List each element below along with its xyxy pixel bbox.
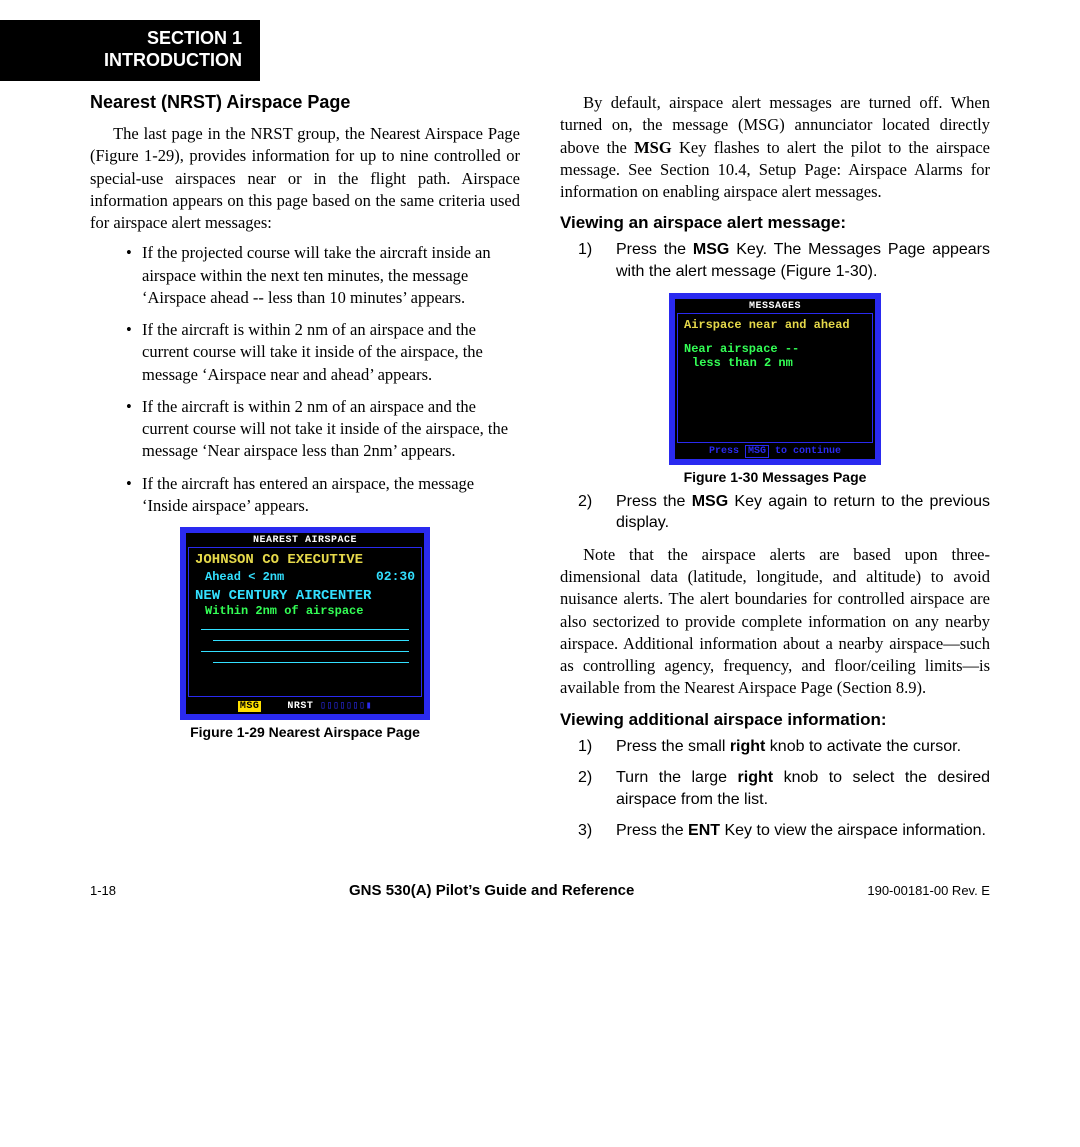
separator [201, 651, 409, 652]
airspace-criteria-list: If the projected course will take the ai… [90, 242, 520, 517]
gps-screen-messages: MESSAGES Airspace near and ahead Near ai… [669, 293, 881, 465]
procedure-heading: Viewing additional airspace information: [560, 710, 990, 730]
nrst-label: NRST [287, 701, 313, 712]
left-subhead: Nearest (NRST) Airspace Page [90, 92, 520, 113]
separator [213, 662, 409, 663]
right-knob: right [738, 769, 774, 786]
list-item: If the aircraft has entered an airspace,… [90, 473, 520, 518]
section-line1: SECTION 1 [18, 28, 242, 50]
right-column: By default, airspace alert messages are … [560, 92, 990, 852]
step: Press the small right knob to activate t… [560, 736, 990, 758]
airspace-row-sub: Ahead < 2nm 02:30 [195, 569, 415, 585]
procedure-1-steps-cont: Press the MSG Key again to return to the… [560, 491, 990, 534]
figure-1-29: NEAREST AIRSPACE JOHNSON CO EXECUTIVE Ah… [90, 527, 520, 740]
page-bars: ▯▯▯▯▯▯▯▮ [320, 701, 372, 712]
procedure-1-steps: Press the MSG Key. The Messages Page app… [560, 239, 990, 282]
figure-1-30: MESSAGES Airspace near and ahead Near ai… [560, 293, 990, 485]
list-item: If the projected course will take the ai… [90, 242, 520, 309]
separator [201, 629, 409, 630]
gps-body: Airspace near and ahead Near airspace --… [677, 313, 873, 443]
msg-key: MSG [634, 138, 672, 157]
step: Press the MSG Key again to return to the… [560, 491, 990, 534]
msg-key: MSG [693, 241, 729, 258]
gps-bottom-bar: Press MSG to continue [675, 445, 875, 459]
right-para2: Note that the airspace alerts are based … [560, 544, 990, 700]
message-line: Airspace near and ahead [684, 318, 866, 332]
message-line: Near airspace -- [684, 342, 866, 356]
step: Press the MSG Key. The Messages Page app… [560, 239, 990, 282]
figure-caption: Figure 1-29 Nearest Airspace Page [90, 724, 520, 740]
document-page: SECTION 1 INTRODUCTION Nearest (NRST) Ai… [0, 0, 1080, 929]
procedure-2-steps: Press the small right knob to activate t… [560, 736, 990, 842]
procedure-heading: Viewing an airspace alert message: [560, 213, 990, 233]
right-knob: right [730, 738, 766, 755]
left-column: Nearest (NRST) Airspace Page The last pa… [90, 92, 520, 852]
msg-key-box: MSG [745, 445, 769, 458]
doc-revision: 190-00181-00 Rev. E [867, 883, 990, 898]
gps-title: NEAREST AIRSPACE [186, 533, 424, 547]
step: Press the ENT Key to view the airspace i… [560, 820, 990, 842]
gps-screen-nearest-airspace: NEAREST AIRSPACE JOHNSON CO EXECUTIVE Ah… [180, 527, 430, 720]
gps-bottom-bar: MSG NRST ▯▯▯▯▯▯▯▮ [186, 699, 424, 714]
gps-body: JOHNSON CO EXECUTIVE Ahead < 2nm 02:30 N… [188, 547, 422, 697]
page-footer: 1-18 GNS 530(A) Pilot’s Guide and Refere… [90, 882, 990, 899]
airspace-row-sub: Within 2nm of airspace [195, 604, 415, 618]
figure-caption: Figure 1-30 Messages Page [560, 469, 990, 485]
right-intro: By default, airspace alert messages are … [560, 92, 990, 203]
section-header: SECTION 1 INTRODUCTION [0, 20, 260, 81]
doc-title: GNS 530(A) Pilot’s Guide and Reference [349, 882, 634, 899]
two-column-layout: Nearest (NRST) Airspace Page The last pa… [90, 92, 990, 852]
page-number: 1-18 [90, 883, 116, 898]
section-line2: INTRODUCTION [18, 50, 242, 72]
step: Turn the large right knob to select the … [560, 767, 990, 810]
ent-key: ENT [688, 822, 720, 839]
separator [213, 640, 409, 641]
list-item: If the aircraft is within 2 nm of an air… [90, 396, 520, 463]
gps-title: MESSAGES [675, 299, 875, 313]
airspace-row-name: NEW CENTURY AIRCENTER [195, 588, 415, 605]
left-intro: The last page in the NRST group, the Nea… [90, 123, 520, 234]
msg-key: MSG [692, 493, 728, 510]
msg-annunciator: MSG [238, 701, 262, 712]
list-item: If the aircraft is within 2 nm of an air… [90, 319, 520, 386]
airspace-row-name: JOHNSON CO EXECUTIVE [195, 552, 415, 569]
message-line: less than 2 nm [684, 356, 866, 370]
